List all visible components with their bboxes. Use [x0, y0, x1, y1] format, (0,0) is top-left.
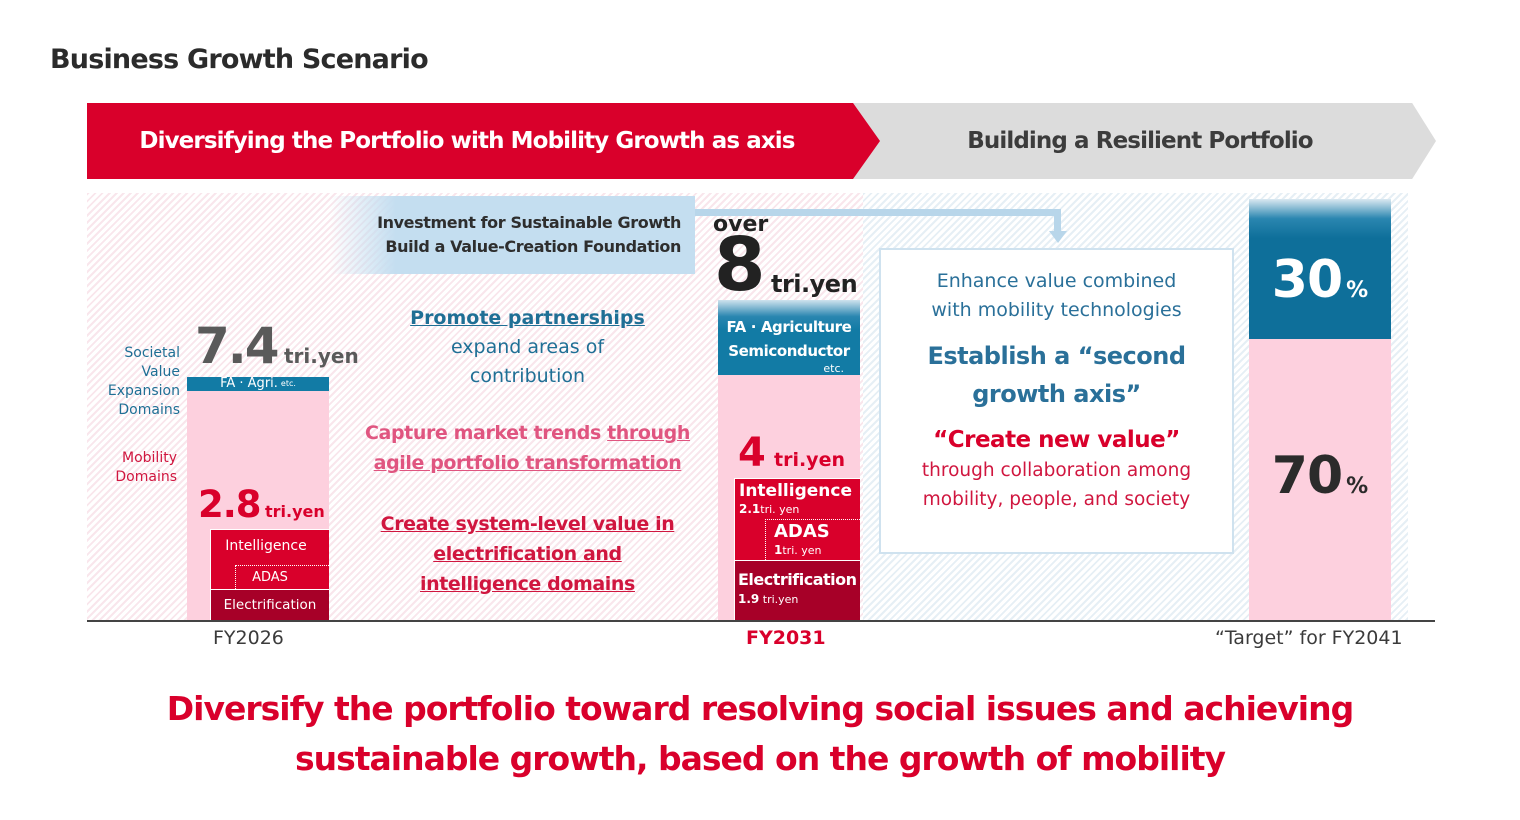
fy2041-societal-segment: [1249, 199, 1391, 339]
x-axis-baseline: [87, 620, 1435, 622]
fy2031-electrification-label: Electrification: [738, 570, 857, 589]
fy2041-mobility-segment: [1249, 339, 1391, 620]
legend-text: Societal: [124, 345, 180, 361]
partnerships-title: Promote partnerships: [410, 307, 645, 329]
text-line: with mobility technologies: [931, 299, 1182, 321]
legend-text: Domains: [115, 469, 177, 485]
phase-banner-diversifying: [87, 103, 880, 179]
capture-trends-text: Capture market trends through agile port…: [345, 418, 710, 478]
connector-arrow-line: [695, 209, 1061, 216]
fy2031-mobility-unit: tri.yen: [774, 449, 845, 471]
fy2026-societal-segment: FA · Agri. etc.: [187, 377, 329, 391]
legend-text: Domains: [118, 402, 180, 418]
capture-line: Capture market trends: [364, 422, 608, 444]
partnerships-line: expand areas of: [450, 336, 605, 358]
fy2031-mobility-value: 4: [738, 430, 766, 476]
collaboration-text: through collaboration among mobility, pe…: [881, 456, 1232, 514]
unit: tri. yen: [760, 503, 800, 516]
x-label-fy2031: FY2031: [746, 627, 826, 649]
legend-mobility-domains: Mobility Domains: [90, 449, 177, 487]
legend-societal-value-domains: Societal Value Expansion Domains: [90, 344, 180, 420]
arrow-down-icon: [1049, 231, 1067, 243]
conclusion-line: sustainable growth, based on the growth …: [294, 739, 1226, 778]
x-label-fy2026: FY2026: [213, 627, 284, 649]
investment-line-1: Investment for Sustainable Growth: [377, 213, 681, 232]
second-growth-axis-box: Enhance value combined with mobility tec…: [879, 248, 1234, 554]
fy2026-adas-label: ADAS: [252, 570, 288, 585]
heading-line: growth axis”: [972, 380, 1141, 408]
phase-banner-resilient: [840, 103, 1436, 179]
unit: tri.yen: [762, 593, 799, 606]
unit: tri. yen: [782, 544, 822, 557]
x-label-fy2041: “Target” for FY2041: [1215, 627, 1403, 649]
fy2026-electrification-segment: Electrification: [210, 589, 329, 620]
pct-sign: %: [1346, 278, 1369, 303]
value: 2.1: [739, 502, 761, 516]
phase-label-diversifying: Diversifying the Portfolio with Mobility…: [139, 128, 795, 154]
fy2031-societal-segment: FA · Agriculture Semiconductor etc.: [718, 300, 860, 375]
fy2031-adas-label: ADAS: [774, 521, 830, 542]
investment-box: Investment for Sustainable Growth Build …: [330, 196, 695, 274]
partnerships-line: contribution: [469, 365, 586, 387]
system-line: electrification and: [433, 543, 622, 565]
legend-text: Mobility: [122, 450, 177, 466]
value: 1: [774, 543, 783, 557]
capture-line-underlined: agile portfolio transformation: [373, 452, 682, 474]
fy2031-societal-etc: etc.: [823, 362, 844, 375]
text-line: through collaboration among: [921, 460, 1192, 481]
fy2041-mobility-pct: 70%: [1249, 446, 1391, 506]
fy2031-intelligence-value: 2.1tri. yen: [739, 502, 799, 516]
phase-label-resilient: Building a Resilient Portfolio: [967, 128, 1313, 154]
page-title: Business Growth Scenario: [50, 44, 429, 75]
fy2026-societal-etc: etc.: [280, 379, 296, 388]
capture-line-underlined: through: [607, 422, 691, 444]
fy2031-adas-segment: [765, 519, 860, 560]
partnerships-text: Promote partnerships expand areas of con…: [345, 304, 710, 391]
system-line: Create system-level value in: [380, 513, 675, 535]
conclusion-line: Diversify the portfolio toward resolving…: [166, 689, 1354, 728]
fy2031-electrification-value: 1.9 tri.yen: [738, 592, 798, 606]
legend-text: Expansion: [107, 383, 180, 399]
fy2026-societal-label: FA · Agri.: [220, 376, 278, 391]
enhance-value-text: Enhance value combined with mobility tec…: [881, 267, 1232, 325]
legend-text: Value: [141, 364, 180, 380]
fy2031-societal-label: FA · Agriculture: [726, 318, 852, 336]
fy2026-adas-segment: [235, 565, 329, 589]
conclusion-statement: Diversify the portfolio toward resolving…: [60, 684, 1460, 784]
fy2031-adas-value: 1tri. yen: [774, 543, 822, 557]
investment-line-2: Build a Value-Creation Foundation: [385, 237, 681, 256]
fy2026-intelligence-label: Intelligence: [225, 538, 307, 554]
pct-sign: %: [1346, 474, 1369, 499]
connector-arrow-stem: [1054, 209, 1061, 233]
fy2026-mobility-value: 2.8: [198, 483, 262, 526]
fy2031-intelligence-label: Intelligence: [739, 481, 852, 501]
fy2026-mobility-unit: tri.yen: [265, 502, 325, 521]
fy2026-total-unit: tri.yen: [284, 344, 359, 368]
fy2031-total-value: 8: [714, 222, 766, 308]
heading-line: Establish a “second: [927, 342, 1186, 370]
pct-value: 30: [1271, 250, 1343, 310]
create-new-value-heading: “Create new value”: [933, 427, 1180, 453]
fy2031-electrification-segment: [734, 560, 860, 620]
fy2041-societal-pct: 30%: [1249, 250, 1391, 310]
fy2031-total-unit: tri.yen: [771, 270, 858, 298]
text-line: mobility, people, and society: [922, 489, 1191, 510]
pct-value: 70: [1271, 446, 1343, 506]
fy2026-intelligence-segment: [210, 529, 329, 589]
fy2031-over-label: over: [713, 212, 769, 237]
fy2026-total-value: 7.4: [195, 317, 280, 375]
fy2031-societal-label: Semiconductor: [728, 342, 850, 360]
text-line: Enhance value combined: [936, 270, 1177, 292]
value: 1.9: [738, 592, 760, 606]
system-line: intelligence domains: [420, 573, 635, 595]
second-axis-heading: Establish a “second growth axis”: [881, 337, 1232, 413]
system-value-text: Create system-level value in electrifica…: [345, 509, 710, 599]
